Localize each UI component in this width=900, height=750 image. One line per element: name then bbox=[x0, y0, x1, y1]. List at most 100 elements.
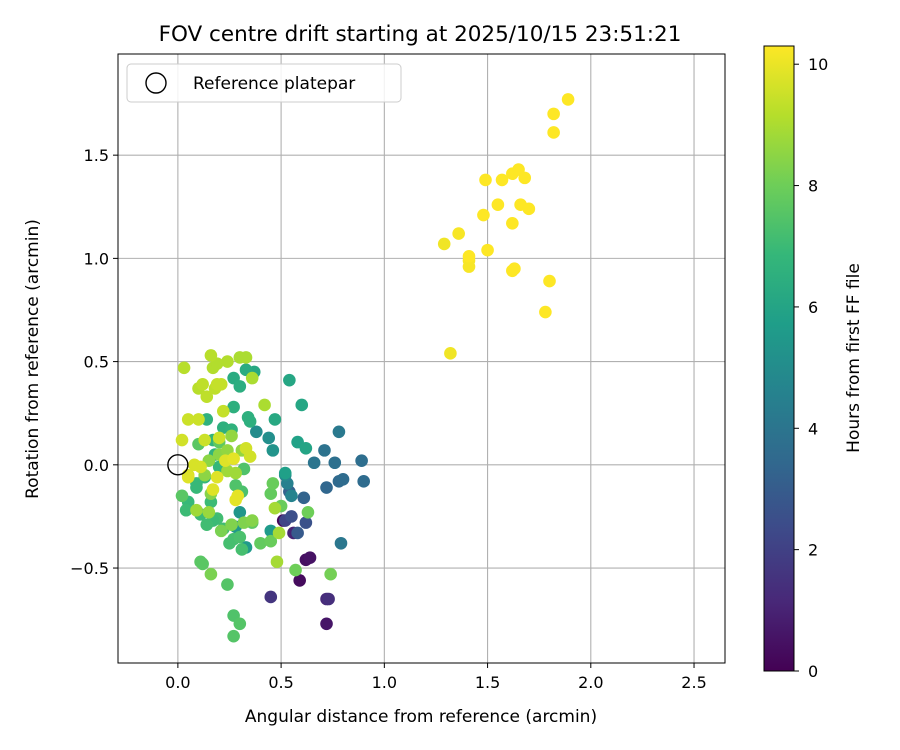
reference-marker bbox=[167, 454, 189, 476]
scatter-point bbox=[231, 489, 245, 503]
x-axis-ticks: 0.0 0.5 1.0 1.5 2.0 2.5 bbox=[165, 663, 707, 692]
scatter-point bbox=[320, 617, 333, 631]
scatter-point bbox=[328, 456, 342, 470]
y-axis-ticks: −0.5 0.0 0.5 1.0 1.5 bbox=[70, 146, 118, 578]
chart-title: FOV centre drift starting at 2025/10/15 … bbox=[159, 22, 682, 47]
x-tick-label: 2.0 bbox=[578, 673, 603, 692]
y-axis-label: Rotation from reference (arcmin) bbox=[23, 219, 43, 499]
scatter-point bbox=[264, 534, 278, 548]
legend-entry-reference: Reference platepar bbox=[193, 74, 355, 94]
colorbar-tick-label: 4 bbox=[808, 419, 818, 438]
scatter-point bbox=[214, 524, 228, 538]
scatter-point bbox=[268, 501, 282, 515]
scatter-point bbox=[235, 543, 249, 556]
scatter-point bbox=[332, 425, 346, 439]
colorbar bbox=[763, 45, 795, 672]
scatter-point bbox=[324, 567, 337, 581]
scatter-point bbox=[200, 390, 214, 403]
scatter-point bbox=[200, 518, 214, 531]
scatter-point bbox=[266, 477, 280, 490]
scatter-points bbox=[175, 93, 575, 643]
scatter-point bbox=[272, 526, 286, 540]
scatter-point bbox=[289, 563, 302, 577]
scatter-point bbox=[233, 351, 247, 364]
scatter-point bbox=[175, 433, 189, 447]
x-axis-label: Angular distance from reference (arcmin) bbox=[245, 707, 597, 727]
scatter-point bbox=[539, 305, 552, 319]
scatter-point bbox=[278, 466, 292, 480]
scatter-point bbox=[206, 483, 220, 496]
scatter-point bbox=[299, 516, 313, 529]
scatter-point bbox=[181, 413, 195, 426]
x-tick-label: 1.5 bbox=[475, 673, 500, 692]
scatter-point bbox=[547, 107, 560, 121]
scatter-point bbox=[437, 237, 451, 251]
scatter-point bbox=[481, 243, 494, 257]
scatter-point bbox=[221, 355, 234, 368]
scatter-point bbox=[254, 536, 267, 550]
scatter-point bbox=[190, 503, 203, 517]
scatter-point bbox=[462, 250, 476, 263]
scatter-point bbox=[227, 629, 240, 643]
scatter-point bbox=[245, 514, 259, 527]
scatter-point bbox=[258, 398, 271, 412]
scatter-point bbox=[245, 371, 259, 385]
scatter-point bbox=[227, 400, 240, 414]
scatter-point bbox=[229, 466, 242, 480]
scatter-point bbox=[243, 450, 257, 463]
scatter-point bbox=[270, 555, 284, 569]
scatter-point bbox=[233, 530, 247, 544]
scatter-point bbox=[268, 413, 282, 426]
scatter-point bbox=[522, 202, 536, 216]
scatter-point bbox=[221, 578, 234, 591]
scatter-point bbox=[452, 227, 465, 240]
legend-box bbox=[126, 63, 402, 103]
scatter-point bbox=[462, 260, 476, 273]
scatter-point bbox=[495, 173, 509, 187]
scatter-point bbox=[266, 444, 280, 457]
scatter-point bbox=[214, 378, 228, 391]
scatter-point bbox=[181, 470, 195, 484]
scatter-point bbox=[233, 380, 247, 393]
scatter-point bbox=[518, 171, 532, 185]
scatter-point bbox=[318, 444, 331, 457]
scatter-point bbox=[250, 425, 263, 439]
scatter-point bbox=[479, 173, 492, 187]
scatter-point bbox=[543, 274, 556, 288]
scatter-point bbox=[210, 470, 224, 484]
plot-frame bbox=[117, 53, 726, 664]
scatter-point bbox=[196, 557, 209, 571]
scatter-point bbox=[283, 373, 296, 387]
scatter-point bbox=[299, 442, 313, 455]
scatter-point bbox=[547, 126, 560, 139]
scatter-point bbox=[202, 505, 216, 519]
scatter-point bbox=[444, 347, 457, 360]
x-tick-label: 0.5 bbox=[268, 673, 293, 692]
scatter-point bbox=[357, 475, 370, 488]
scatter-point bbox=[293, 574, 306, 587]
x-tick-label: 2.5 bbox=[681, 673, 706, 692]
scatter-point bbox=[196, 378, 209, 391]
reference-point bbox=[167, 454, 189, 476]
scatter-point bbox=[322, 592, 335, 606]
colorbar-tick-label: 8 bbox=[808, 177, 818, 196]
x-tick-label: 0.0 bbox=[165, 673, 190, 692]
x-tick-label: 1.0 bbox=[372, 673, 397, 692]
colorbar-ticks: 0 2 4 6 8 10 bbox=[794, 55, 828, 681]
scatter-point bbox=[262, 431, 276, 445]
scatter-point bbox=[508, 262, 521, 275]
scatter-point bbox=[233, 505, 247, 519]
scatter-point bbox=[233, 617, 247, 631]
scatter-point bbox=[204, 349, 218, 362]
scatter-point bbox=[227, 452, 240, 465]
scatter-point bbox=[297, 491, 311, 505]
colorbar-label: Hours from first FF file bbox=[844, 263, 864, 453]
colorbar-tick-label: 6 bbox=[808, 298, 818, 317]
scatter-point bbox=[477, 208, 490, 222]
scatter-point bbox=[225, 429, 238, 443]
scatter-point bbox=[192, 413, 205, 426]
scatter-point bbox=[291, 526, 304, 540]
scatter-point bbox=[212, 431, 226, 445]
colorbar-tick-label: 0 bbox=[808, 662, 818, 681]
legend-reference-marker bbox=[145, 72, 167, 94]
